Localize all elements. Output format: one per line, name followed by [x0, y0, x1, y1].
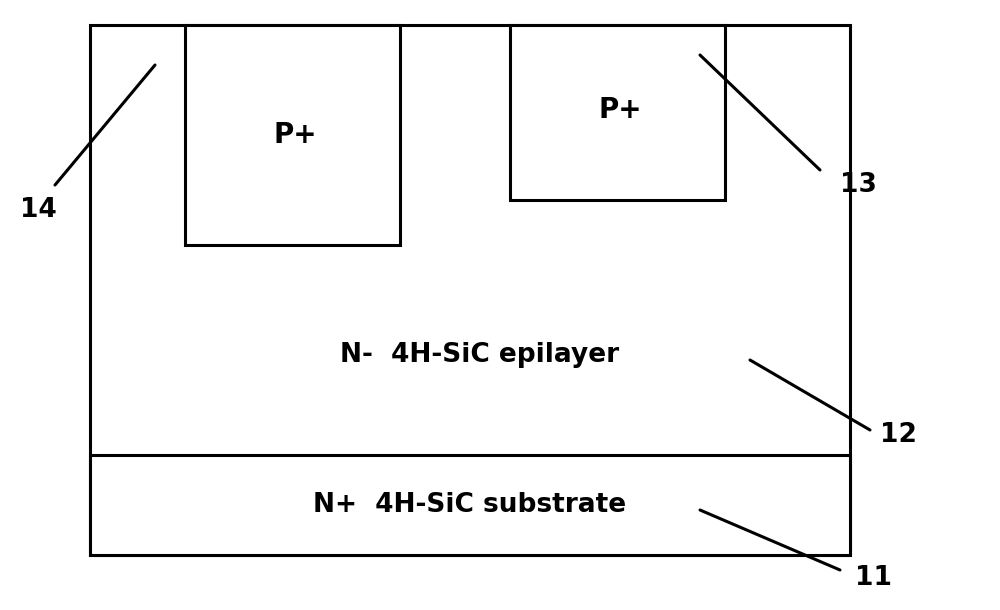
Text: P+: P+	[598, 96, 642, 124]
Bar	[185, 25, 400, 245]
Bar	[510, 25, 725, 200]
Text: P+: P+	[273, 121, 317, 149]
Text: 14: 14	[20, 197, 57, 223]
Text: N+  4H-SiC substrate: N+ 4H-SiC substrate	[313, 492, 627, 518]
Bar	[90, 455, 850, 555]
Text: N-  4H-SiC epilayer: N- 4H-SiC epilayer	[340, 342, 620, 368]
Text: 12: 12	[880, 422, 917, 448]
Bar	[90, 25, 850, 555]
Text: 11: 11	[855, 565, 892, 591]
Text: 13: 13	[840, 172, 877, 198]
